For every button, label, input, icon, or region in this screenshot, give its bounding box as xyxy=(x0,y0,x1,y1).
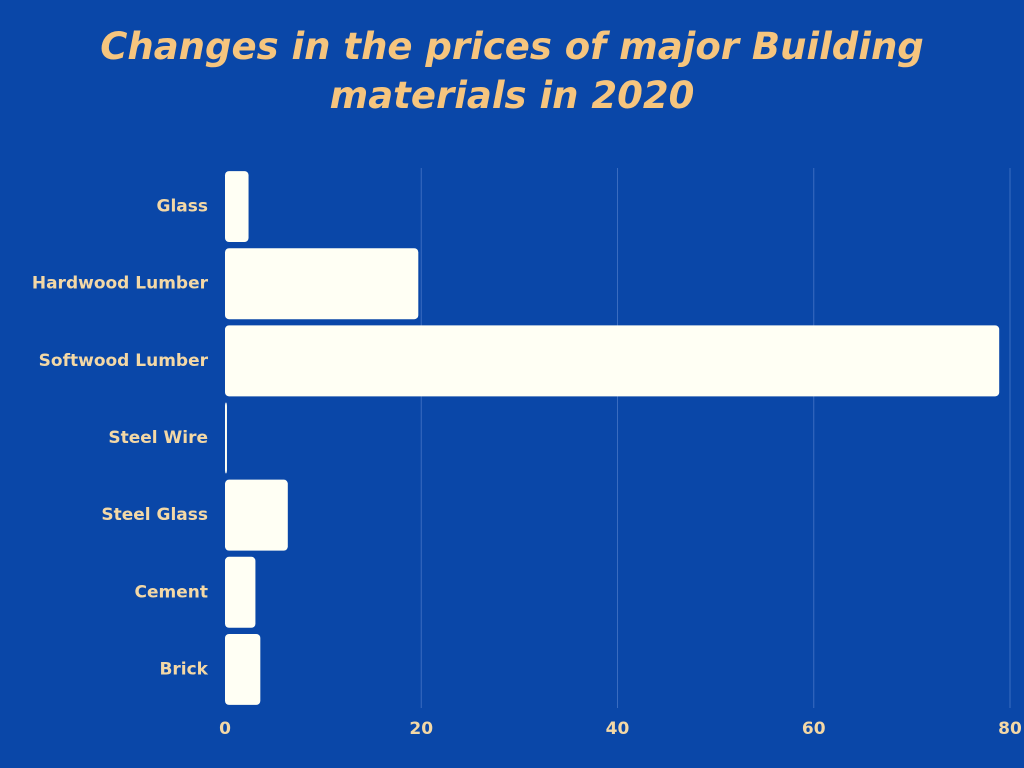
bar xyxy=(225,402,227,474)
y-tick-label: Brick xyxy=(159,659,208,679)
x-tick-label: 80 xyxy=(998,719,1022,739)
y-tick-label: Hardwood Lumber xyxy=(32,274,209,294)
x-tick-label: 40 xyxy=(606,719,630,739)
y-tick-label: Steel Wire xyxy=(108,428,208,448)
y-tick-label: Cement xyxy=(135,582,208,602)
x-tick-label: 0 xyxy=(219,719,231,739)
bar xyxy=(225,325,1000,397)
y-tick-label: Softwood Lumber xyxy=(39,351,209,371)
bar xyxy=(225,171,249,243)
bar xyxy=(225,633,261,705)
x-tick-label: 20 xyxy=(409,719,433,739)
bar xyxy=(225,248,419,320)
y-tick-label: Glass xyxy=(157,197,209,217)
bar xyxy=(225,479,288,551)
y-tick-label: Steel Glass xyxy=(101,505,208,525)
chart-title: Changes in the prices of major Building … xyxy=(100,25,924,117)
x-tick-label: 60 xyxy=(802,719,826,739)
bar xyxy=(225,556,256,628)
